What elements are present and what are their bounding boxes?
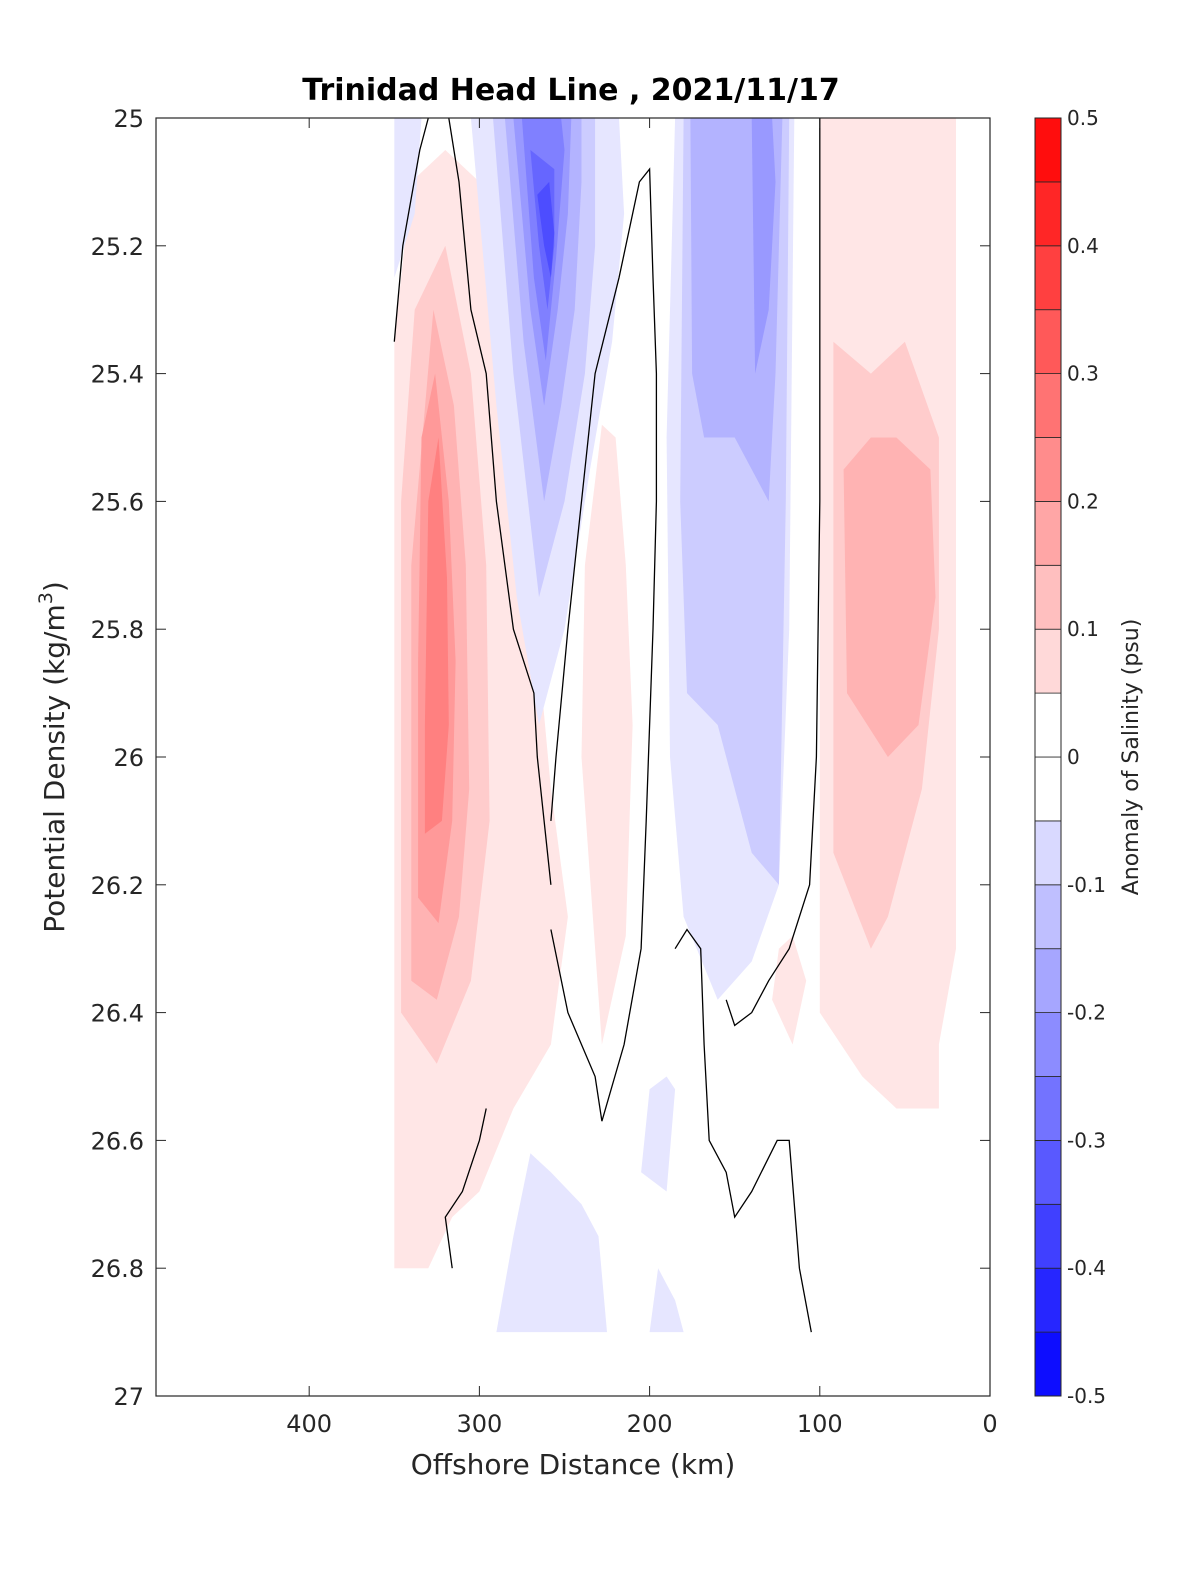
colorbar-block-5 bbox=[1034, 1076, 1062, 1141]
colorbar-tick-label-0.1: 0.1 bbox=[1067, 617, 1099, 641]
colorbar-block-7 bbox=[1034, 948, 1062, 1014]
zero-contour-line-2 bbox=[448, 118, 552, 885]
y-tick-label-25.8: 25.8 bbox=[91, 616, 144, 644]
plot-area: 400 300 200 100 0 25 25.2 25.4 25.6 25.8 26 26.2 26… bbox=[91, 105, 998, 1438]
contour-region-24 bbox=[641, 1076, 676, 1192]
x-axis-ticks: 400 300 200 100 0 bbox=[286, 118, 998, 1438]
colorbar: -0.5 -0.4 -0.3 -0.2 -0.1 0 0.1 0.2 0.3 0.4 0.5 bbox=[1034, 106, 1106, 1408]
y-tick-label-25: 25 bbox=[113, 105, 144, 133]
contour-region-10 bbox=[843, 437, 936, 757]
colorbar-block-8 bbox=[1034, 884, 1062, 950]
x-tick-label-300: 300 bbox=[456, 1410, 502, 1438]
contour-region-5 bbox=[424, 437, 449, 834]
contour-region-18 bbox=[537, 181, 555, 278]
colorbar-block-19 bbox=[1034, 181, 1062, 247]
colorbar-block-3 bbox=[1034, 1203, 1062, 1269]
x-tick-label-100: 100 bbox=[797, 1410, 843, 1438]
zero-contour-line-4 bbox=[674, 928, 812, 1333]
contour-region-25 bbox=[649, 1268, 684, 1333]
colorbar-blocks bbox=[1034, 117, 1062, 1397]
chart-title: Trinidad Head Line , 2021/11/17 bbox=[302, 73, 839, 108]
colorbar-tick-label--0.4: -0.4 bbox=[1067, 1256, 1106, 1280]
colorbar-block-16 bbox=[1034, 373, 1062, 438]
colorbar-block-11 bbox=[1034, 692, 1062, 758]
x-tick-label-0: 0 bbox=[982, 1410, 997, 1438]
colorbar-block-1 bbox=[1034, 1331, 1062, 1397]
y-tick-label-26.2: 26.2 bbox=[91, 872, 144, 900]
zero-contour-layer bbox=[393, 118, 821, 1333]
colorbar-block-14 bbox=[1034, 500, 1062, 566]
zero-contour-line-6 bbox=[444, 1108, 487, 1269]
colorbar-block-18 bbox=[1034, 245, 1062, 311]
colorbar-tick-label-0.2: 0.2 bbox=[1067, 489, 1099, 513]
colorbar-tick-label--0.1: -0.1 bbox=[1067, 873, 1106, 897]
colorbar-block-12 bbox=[1034, 628, 1062, 694]
colorbar-block-17 bbox=[1034, 309, 1062, 375]
contour-region-11 bbox=[394, 118, 422, 278]
contour-region-6 bbox=[581, 424, 633, 1045]
y-axis-label-end: ) bbox=[38, 581, 71, 592]
colorbar-block-13 bbox=[1034, 564, 1062, 630]
colorbar-block-2 bbox=[1034, 1267, 1062, 1333]
colorbar-ticks: -0.5 -0.4 -0.3 -0.2 -0.1 0 0.1 0.2 0.3 0.4 0.5 bbox=[1067, 106, 1106, 1408]
y-axis-label-sup: 3 bbox=[35, 592, 57, 604]
colorbar-block-20 bbox=[1034, 117, 1062, 183]
colorbar-label: Anomaly of Salinity (psu) bbox=[1119, 619, 1144, 896]
y-axis-ticks: 25 25.2 25.4 25.6 25.8 26 26.2 26.4 26.6 26.8 27 bbox=[91, 105, 990, 1411]
y-axis-label-base: Potential Density (kg/m bbox=[38, 604, 71, 933]
y-axis-label: Potential Density (kg/m3) bbox=[35, 581, 71, 933]
y-tick-label-26.6: 26.6 bbox=[91, 1127, 144, 1155]
y-tick-label-25.6: 25.6 bbox=[91, 488, 144, 516]
y-tick-label-26.8: 26.8 bbox=[91, 1255, 144, 1283]
colorbar-tick-label--0.2: -0.2 bbox=[1067, 1001, 1106, 1025]
x-tick-label-200: 200 bbox=[627, 1410, 673, 1438]
y-tick-label-25.2: 25.2 bbox=[91, 233, 144, 261]
x-axis-label: Offshore Distance (km) bbox=[411, 1448, 736, 1481]
colorbar-tick-label-0.5: 0.5 bbox=[1067, 106, 1099, 130]
y-tick-label-26.4: 26.4 bbox=[91, 1000, 144, 1028]
contour-field-layer bbox=[394, 118, 956, 1333]
contour-region-23 bbox=[496, 1153, 607, 1333]
colorbar-block-15 bbox=[1034, 437, 1062, 502]
zero-contour-line-3 bbox=[550, 167, 658, 1122]
colorbar-block-10 bbox=[1034, 756, 1062, 822]
x-tick-label-400: 400 bbox=[286, 1410, 332, 1438]
colorbar-block-6 bbox=[1034, 1012, 1062, 1077]
colorbar-tick-label-0: 0 bbox=[1067, 745, 1080, 769]
contour-region-22 bbox=[751, 118, 776, 374]
colorbar-tick-label--0.5: -0.5 bbox=[1067, 1384, 1106, 1408]
colorbar-frame bbox=[1034, 117, 1062, 1397]
y-tick-label-26: 26 bbox=[113, 744, 144, 772]
y-tick-label-27: 27 bbox=[113, 1383, 144, 1411]
zero-contour-line-5 bbox=[725, 118, 821, 1027]
zero-contour-line-1 bbox=[393, 118, 429, 342]
y-tick-label-25.4: 25.4 bbox=[91, 361, 144, 389]
colorbar-tick-label--0.3: -0.3 bbox=[1067, 1128, 1106, 1152]
colorbar-block-9 bbox=[1034, 820, 1062, 886]
colorbar-block-4 bbox=[1034, 1140, 1062, 1205]
colorbar-tick-label-0.3: 0.3 bbox=[1067, 362, 1099, 386]
colorbar-tick-label-0.4: 0.4 bbox=[1067, 234, 1099, 258]
